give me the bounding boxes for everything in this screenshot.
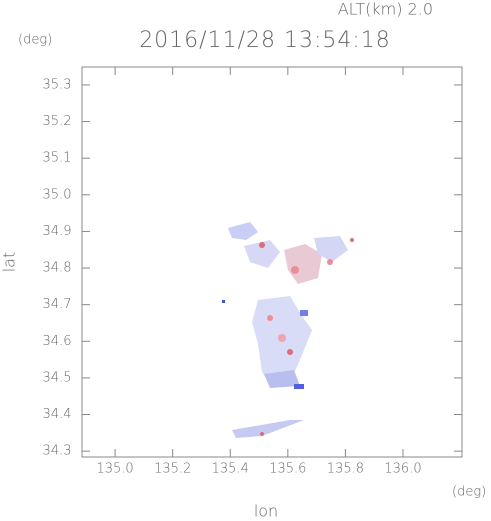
y-tick-label: 35.0 [43,187,72,202]
y-tick-label: 34.7 [43,297,72,312]
y-tick-label: 35.3 [43,77,72,92]
echo-cell [259,242,265,248]
altitude-label: ALT(km) 2.0 [338,0,433,19]
echo-cell [267,315,273,321]
x-unit: (deg) [452,485,486,500]
echo-cell [287,349,293,355]
y-tick-label: 34.6 [43,334,72,349]
echo-cell [222,300,225,303]
plot-frame [81,66,463,458]
echo [228,222,258,240]
y-tick-label: 34.8 [43,261,72,276]
echo [232,420,304,438]
x-tick-label: 135.6 [269,462,306,477]
chart-title: 2016/11/28 13:54:18 [139,28,391,53]
y-tick-label: 34.3 [43,444,72,459]
x-tick-label: 135.8 [327,462,364,477]
echo-cell [350,238,354,242]
x-axis-label: lon [254,502,278,521]
echo [284,244,322,284]
echo-cell [327,259,333,265]
y-unit: (deg) [18,33,52,48]
echo [264,370,300,388]
echo-cell [291,266,299,274]
x-tick-label: 135.2 [154,462,191,477]
y-tick-label: 34.9 [43,224,72,239]
x-tick-label: 135.0 [96,462,133,477]
echo-regions [222,222,354,438]
y-tick-label: 34.4 [43,407,72,422]
echo-cell [294,384,304,389]
x-tick-label: 136.0 [384,462,421,477]
y-tick-label: 35.2 [43,114,72,129]
echo [314,236,348,262]
y-axis-label: lat [0,252,19,273]
echo-cell [300,310,308,316]
y-tick-label: 35.1 [43,151,72,166]
y-tick-label: 34.5 [43,370,72,385]
echo-cell [260,432,264,436]
x-tick-label: 135.4 [212,462,249,477]
echo [244,240,280,268]
echo-cell [278,334,286,342]
